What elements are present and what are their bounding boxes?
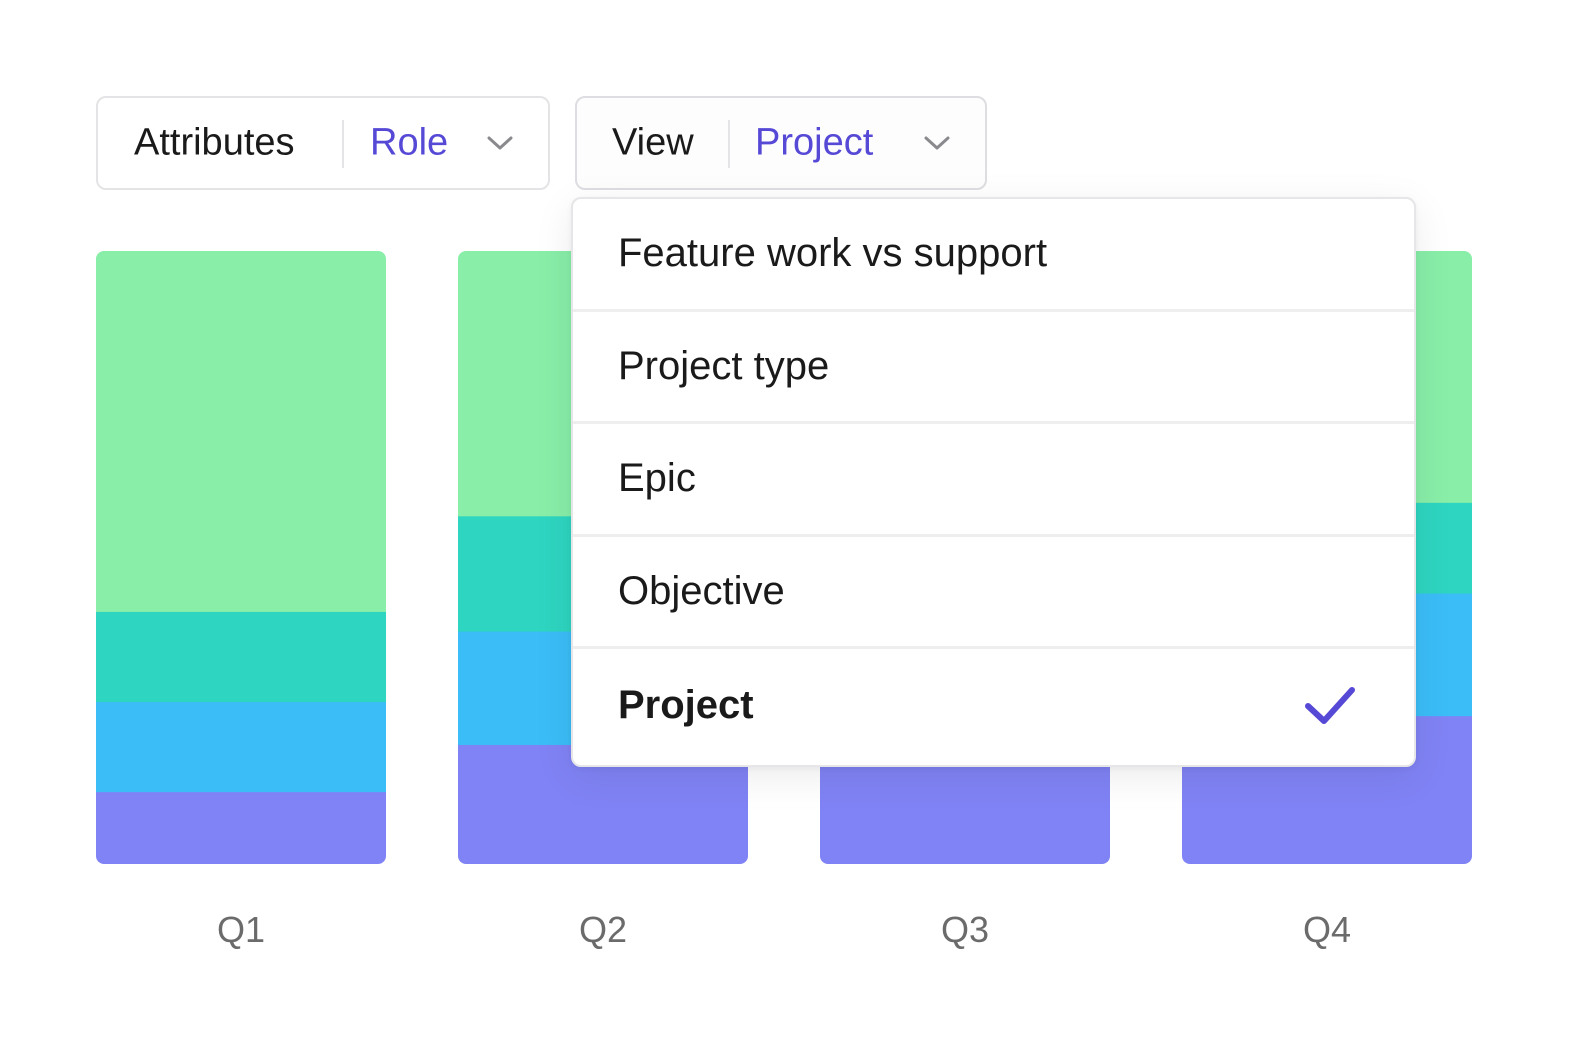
menu-item-feature-work-vs-support[interactable]: Feature work vs support [573, 199, 1414, 312]
view-filter-dropdown[interactable]: View Project [575, 96, 987, 190]
bar-q1 [96, 251, 386, 864]
chevron-down-icon [487, 136, 513, 150]
attributes-filter-value: Role [370, 121, 449, 164]
x-tick-label: Q4 [1303, 909, 1351, 950]
check-icon [1305, 686, 1355, 724]
attributes-filter-label: Attributes [134, 121, 295, 164]
menu-item-epic[interactable]: Epic [573, 424, 1414, 537]
bar-segment-q1-3 [96, 611, 386, 703]
pill-divider [728, 120, 730, 168]
x-tick-label: Q1 [217, 909, 265, 950]
x-tick-label: Q2 [579, 909, 627, 950]
bar-segment-q1-4 [96, 251, 386, 612]
chevron-down-icon [924, 136, 950, 150]
view-filter-value: Project [755, 121, 874, 164]
menu-item-objective[interactable]: Objective [573, 537, 1414, 650]
pill-divider [342, 120, 344, 168]
menu-item-label: Project [618, 683, 754, 728]
view-dropdown-menu: Feature work vs support Project type Epi… [571, 197, 1416, 767]
attributes-filter-dropdown[interactable]: Attributes Role [96, 96, 550, 190]
menu-item-project[interactable]: Project [573, 649, 1414, 762]
menu-item-label: Feature work vs support [618, 231, 1048, 276]
menu-item-label: Objective [618, 569, 785, 614]
menu-item-label: Project type [618, 343, 830, 388]
bar-segment-q1-1 [96, 791, 386, 864]
x-tick-label: Q3 [941, 909, 989, 950]
menu-item-project-type[interactable]: Project type [573, 312, 1414, 425]
bar-segment-q1-2 [96, 701, 386, 793]
view-filter-label: View [612, 121, 694, 164]
menu-item-label: Epic [618, 456, 696, 501]
